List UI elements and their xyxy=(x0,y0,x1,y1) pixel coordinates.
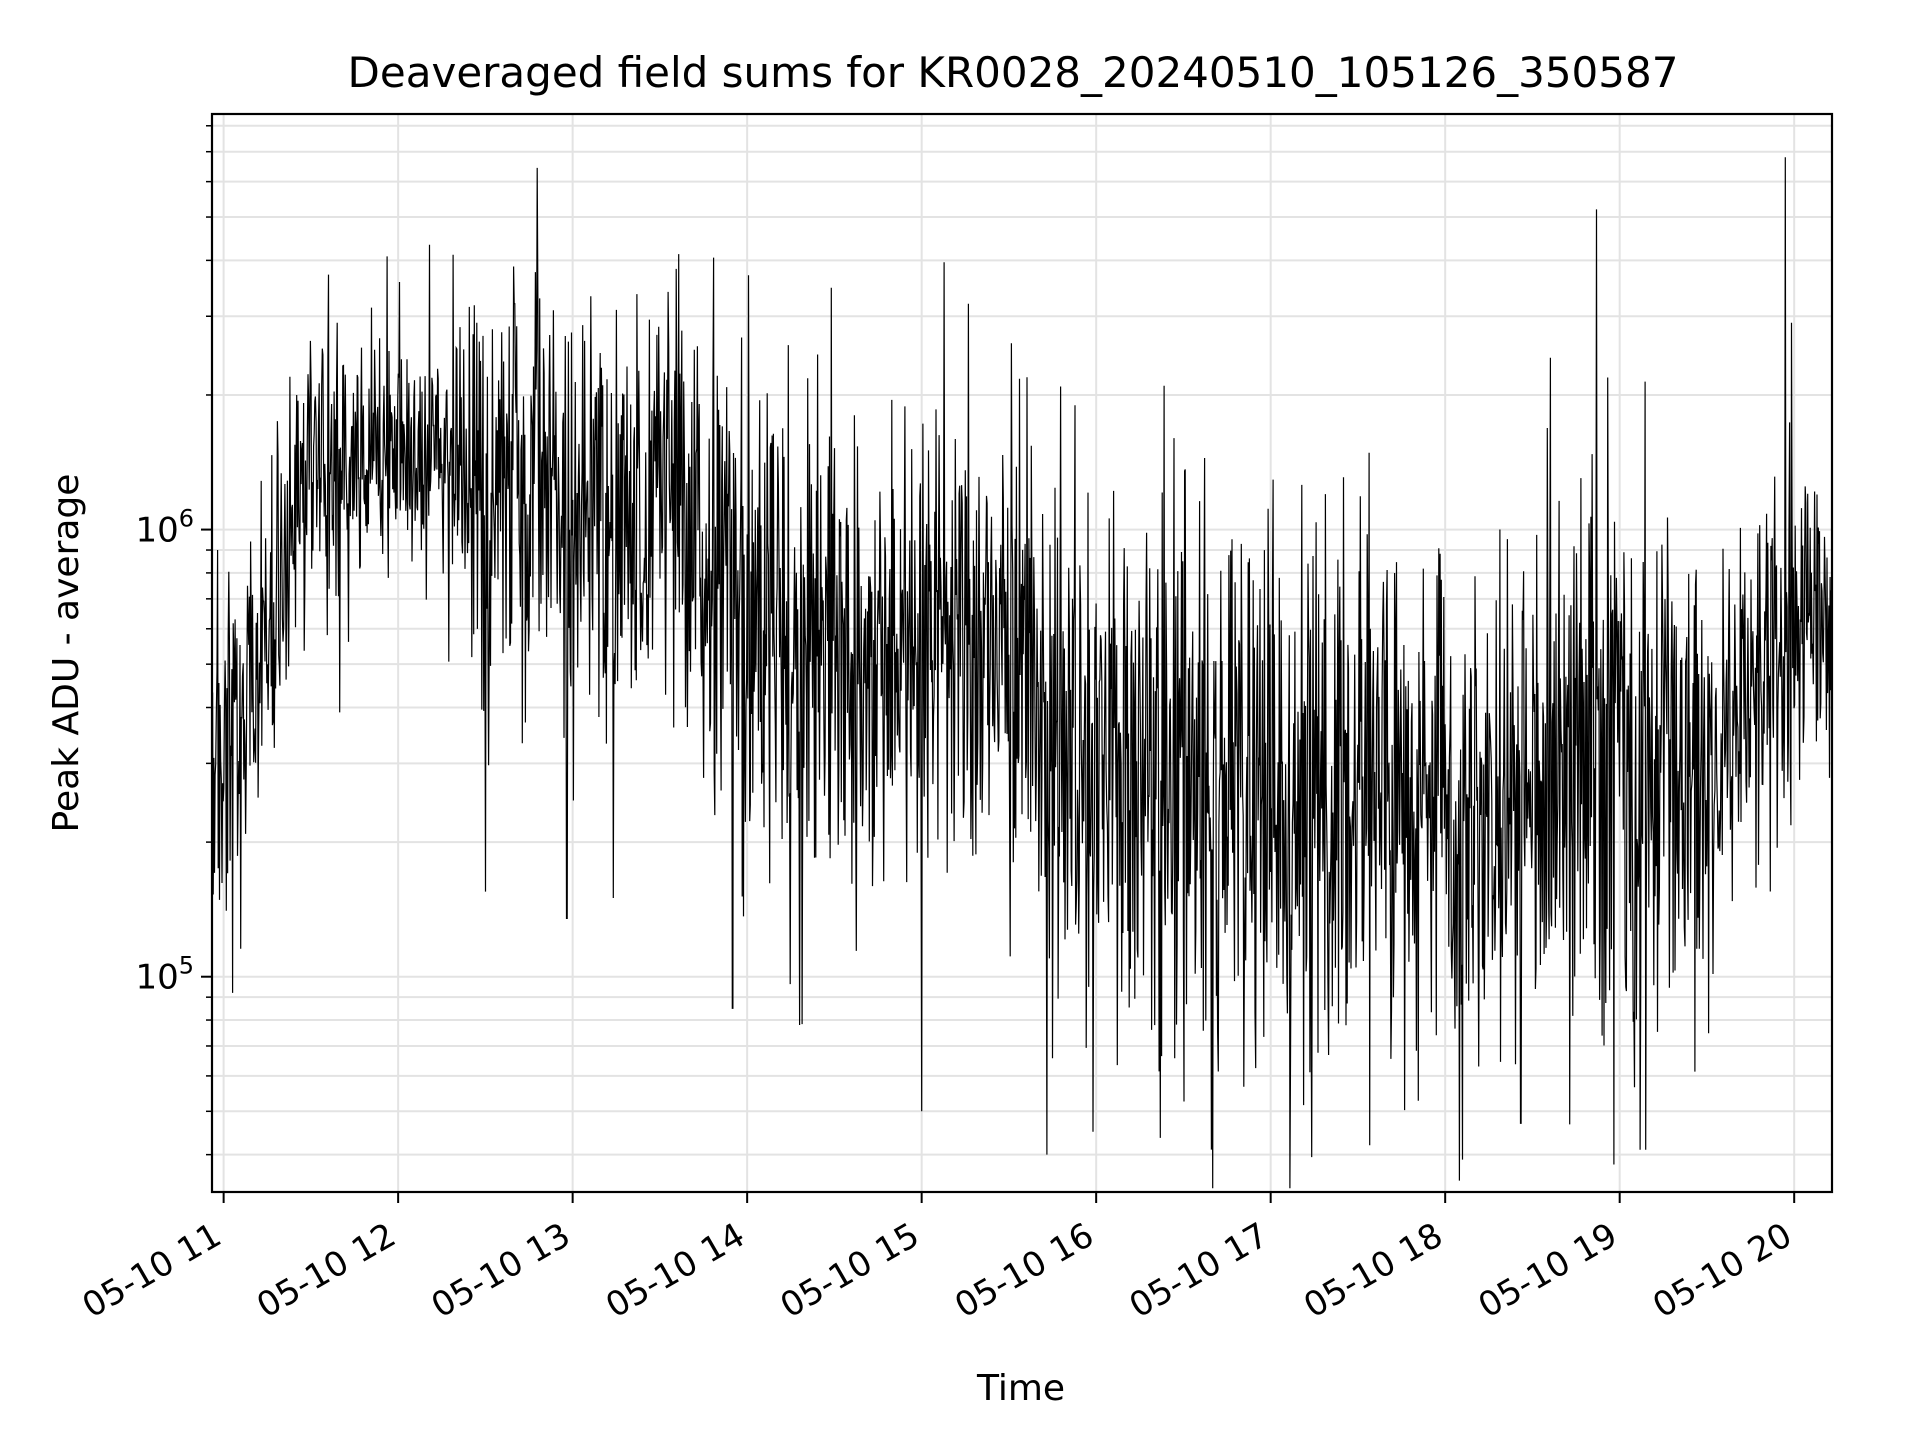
y-axis-label: Peak ADU - average xyxy=(46,474,87,833)
chart-title: Deaveraged field sums for KR0028_2024051… xyxy=(348,48,1679,97)
y-tick-label: 105 xyxy=(135,952,194,998)
y-axis: 105 106 xyxy=(135,125,212,1156)
x-axis-label: Time xyxy=(976,1368,1065,1409)
series-line xyxy=(211,157,1833,1189)
y-tick-label: 106 xyxy=(135,505,194,551)
plot-frame xyxy=(210,112,1834,1194)
series-layer xyxy=(211,157,1833,1189)
